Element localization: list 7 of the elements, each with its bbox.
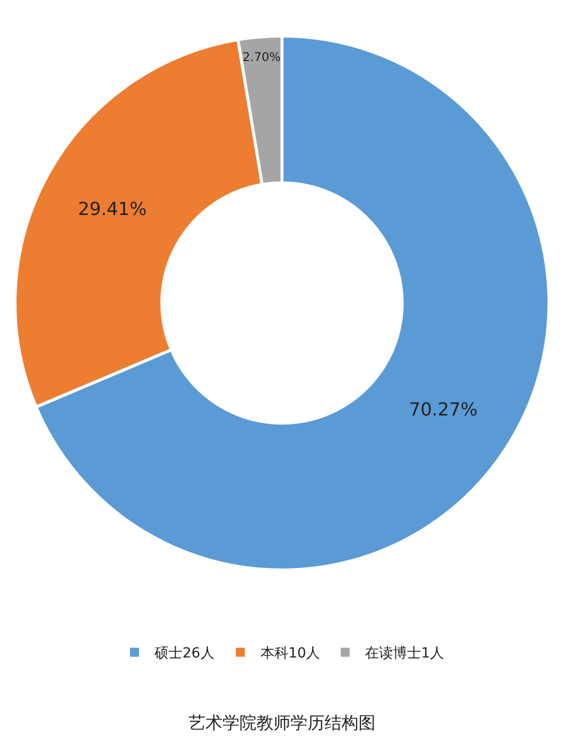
data-label: 29.41% — [78, 199, 147, 220]
data-label: 2.70% — [242, 50, 281, 64]
legend-label: 本科10人 — [260, 646, 320, 662]
text: 艺术学院教师学历结构图 — [188, 713, 376, 734]
legend-label: 在读博士1人 — [365, 646, 444, 662]
legend-label: 硕士26人 — [154, 646, 214, 662]
data-label: 70.27% — [409, 399, 478, 420]
